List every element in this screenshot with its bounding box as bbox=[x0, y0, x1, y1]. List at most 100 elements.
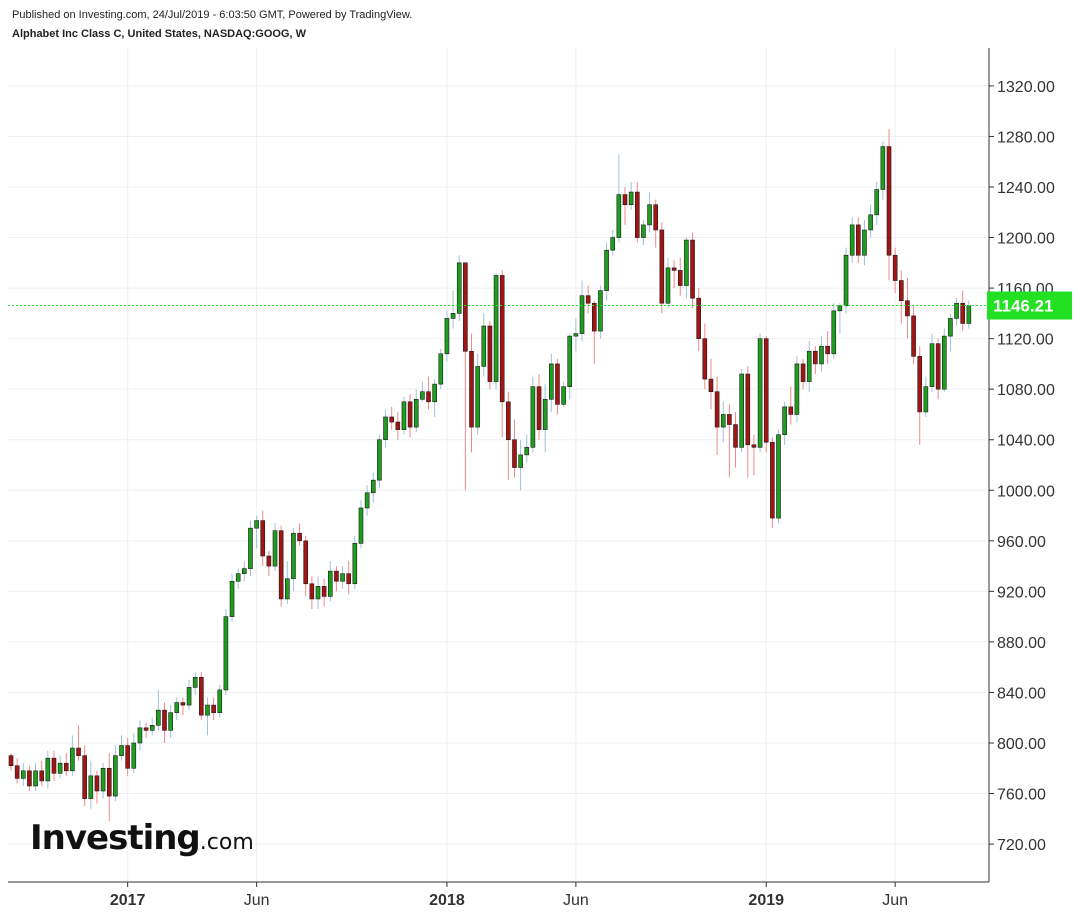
x-tick-label: Jun bbox=[563, 892, 589, 909]
candle-body bbox=[438, 353, 444, 385]
candle-body bbox=[8, 755, 14, 767]
candle-body bbox=[57, 762, 63, 774]
candle-body bbox=[806, 350, 812, 382]
candle-body bbox=[321, 586, 327, 597]
x-tick-label: 2017 bbox=[110, 892, 146, 909]
y-tick-label: 1280.00 bbox=[997, 129, 1055, 146]
candle-body bbox=[162, 709, 167, 731]
candle-body bbox=[530, 386, 536, 448]
candle-body bbox=[248, 527, 253, 569]
candle-body bbox=[420, 391, 425, 400]
candle-body bbox=[935, 343, 941, 390]
candle-body bbox=[813, 350, 818, 365]
candle-body bbox=[137, 727, 143, 744]
candle-body bbox=[665, 267, 671, 304]
chart-title: Alphabet Inc Class C, United States, NAS… bbox=[12, 28, 306, 40]
candle-body bbox=[831, 310, 837, 355]
candle-body bbox=[407, 401, 413, 428]
y-tick-label: 800.00 bbox=[997, 736, 1046, 753]
x-tick-label: 2018 bbox=[429, 892, 465, 909]
last-price-value: 1146.21 bbox=[993, 297, 1054, 316]
candle-body bbox=[364, 492, 370, 509]
candle-body bbox=[309, 583, 315, 600]
candle-body bbox=[100, 767, 106, 792]
candle-body bbox=[536, 386, 542, 430]
candle-body bbox=[579, 295, 585, 334]
candle-body bbox=[481, 325, 487, 367]
x-tick-label: 2019 bbox=[748, 892, 784, 909]
y-tick-label: 1040.00 bbox=[997, 433, 1055, 450]
candle-body bbox=[94, 775, 100, 792]
candle-body bbox=[284, 578, 290, 600]
investing-logo: Investing.com bbox=[30, 818, 254, 858]
candle-body bbox=[27, 770, 32, 787]
candle-body bbox=[180, 702, 186, 706]
candle-body bbox=[63, 762, 69, 772]
candle-body bbox=[794, 363, 800, 415]
candle-body bbox=[291, 532, 296, 580]
candle-body bbox=[199, 676, 204, 716]
candle-body bbox=[186, 687, 192, 706]
candle-body bbox=[874, 189, 880, 216]
candle-body bbox=[358, 507, 364, 544]
candle-body bbox=[395, 421, 401, 430]
candle-body bbox=[641, 224, 646, 238]
candle-body bbox=[653, 204, 659, 231]
candle-body bbox=[720, 414, 726, 428]
axes: 720.00 760.00 800.00 840.00 880.00 920.00 960.… bbox=[8, 48, 1055, 909]
candle-body bbox=[886, 146, 892, 256]
candle-body bbox=[493, 275, 499, 382]
candle-body bbox=[174, 702, 180, 713]
y-tick-label: 720.00 bbox=[997, 837, 1046, 854]
candle-body bbox=[849, 224, 855, 256]
candle-body bbox=[911, 315, 916, 357]
candle-body bbox=[573, 333, 579, 337]
candle-body bbox=[567, 335, 573, 387]
candle-body bbox=[966, 305, 972, 324]
candle-body bbox=[499, 275, 505, 403]
candle-body bbox=[561, 386, 566, 405]
candle-body bbox=[352, 543, 358, 585]
candle-body bbox=[389, 416, 394, 423]
candle-body bbox=[923, 386, 929, 413]
candle-body bbox=[647, 204, 652, 226]
candle-body bbox=[671, 267, 677, 271]
candle-body bbox=[211, 704, 216, 713]
candle-body bbox=[825, 345, 830, 355]
candle-body bbox=[242, 568, 247, 574]
candle-body bbox=[469, 350, 474, 428]
y-tick-label: 960.00 bbox=[997, 534, 1046, 551]
candle-body bbox=[598, 290, 603, 332]
candle-body bbox=[954, 302, 959, 319]
candle-body bbox=[622, 194, 628, 205]
candle-body bbox=[702, 338, 708, 380]
x-tick-label: Jun bbox=[244, 892, 270, 909]
y-tick-label: 1320.00 bbox=[997, 79, 1055, 96]
candle-body bbox=[432, 383, 437, 403]
candle-body bbox=[843, 254, 849, 307]
candles bbox=[8, 128, 972, 822]
candle-body bbox=[444, 318, 450, 355]
candle-body bbox=[315, 586, 321, 600]
candle-body bbox=[929, 343, 935, 387]
candle-body bbox=[610, 237, 616, 251]
candle-body bbox=[837, 305, 843, 312]
candle-body bbox=[782, 406, 787, 435]
candle-body bbox=[892, 254, 898, 281]
candle-body bbox=[542, 398, 548, 430]
candle-body bbox=[770, 441, 775, 519]
candle-body bbox=[260, 520, 266, 557]
candle-body bbox=[168, 712, 173, 731]
candle-body bbox=[266, 555, 272, 567]
y-tick-label: 1000.00 bbox=[997, 483, 1055, 500]
candle-body bbox=[475, 366, 480, 428]
candle-body bbox=[131, 742, 137, 769]
candle-body bbox=[156, 709, 161, 726]
candle-body bbox=[254, 520, 259, 529]
candle-body bbox=[506, 401, 511, 441]
logo-suffix-text: .com bbox=[199, 830, 254, 855]
candle-body bbox=[696, 297, 701, 339]
candle-body bbox=[346, 573, 352, 585]
candle-body bbox=[377, 439, 382, 481]
